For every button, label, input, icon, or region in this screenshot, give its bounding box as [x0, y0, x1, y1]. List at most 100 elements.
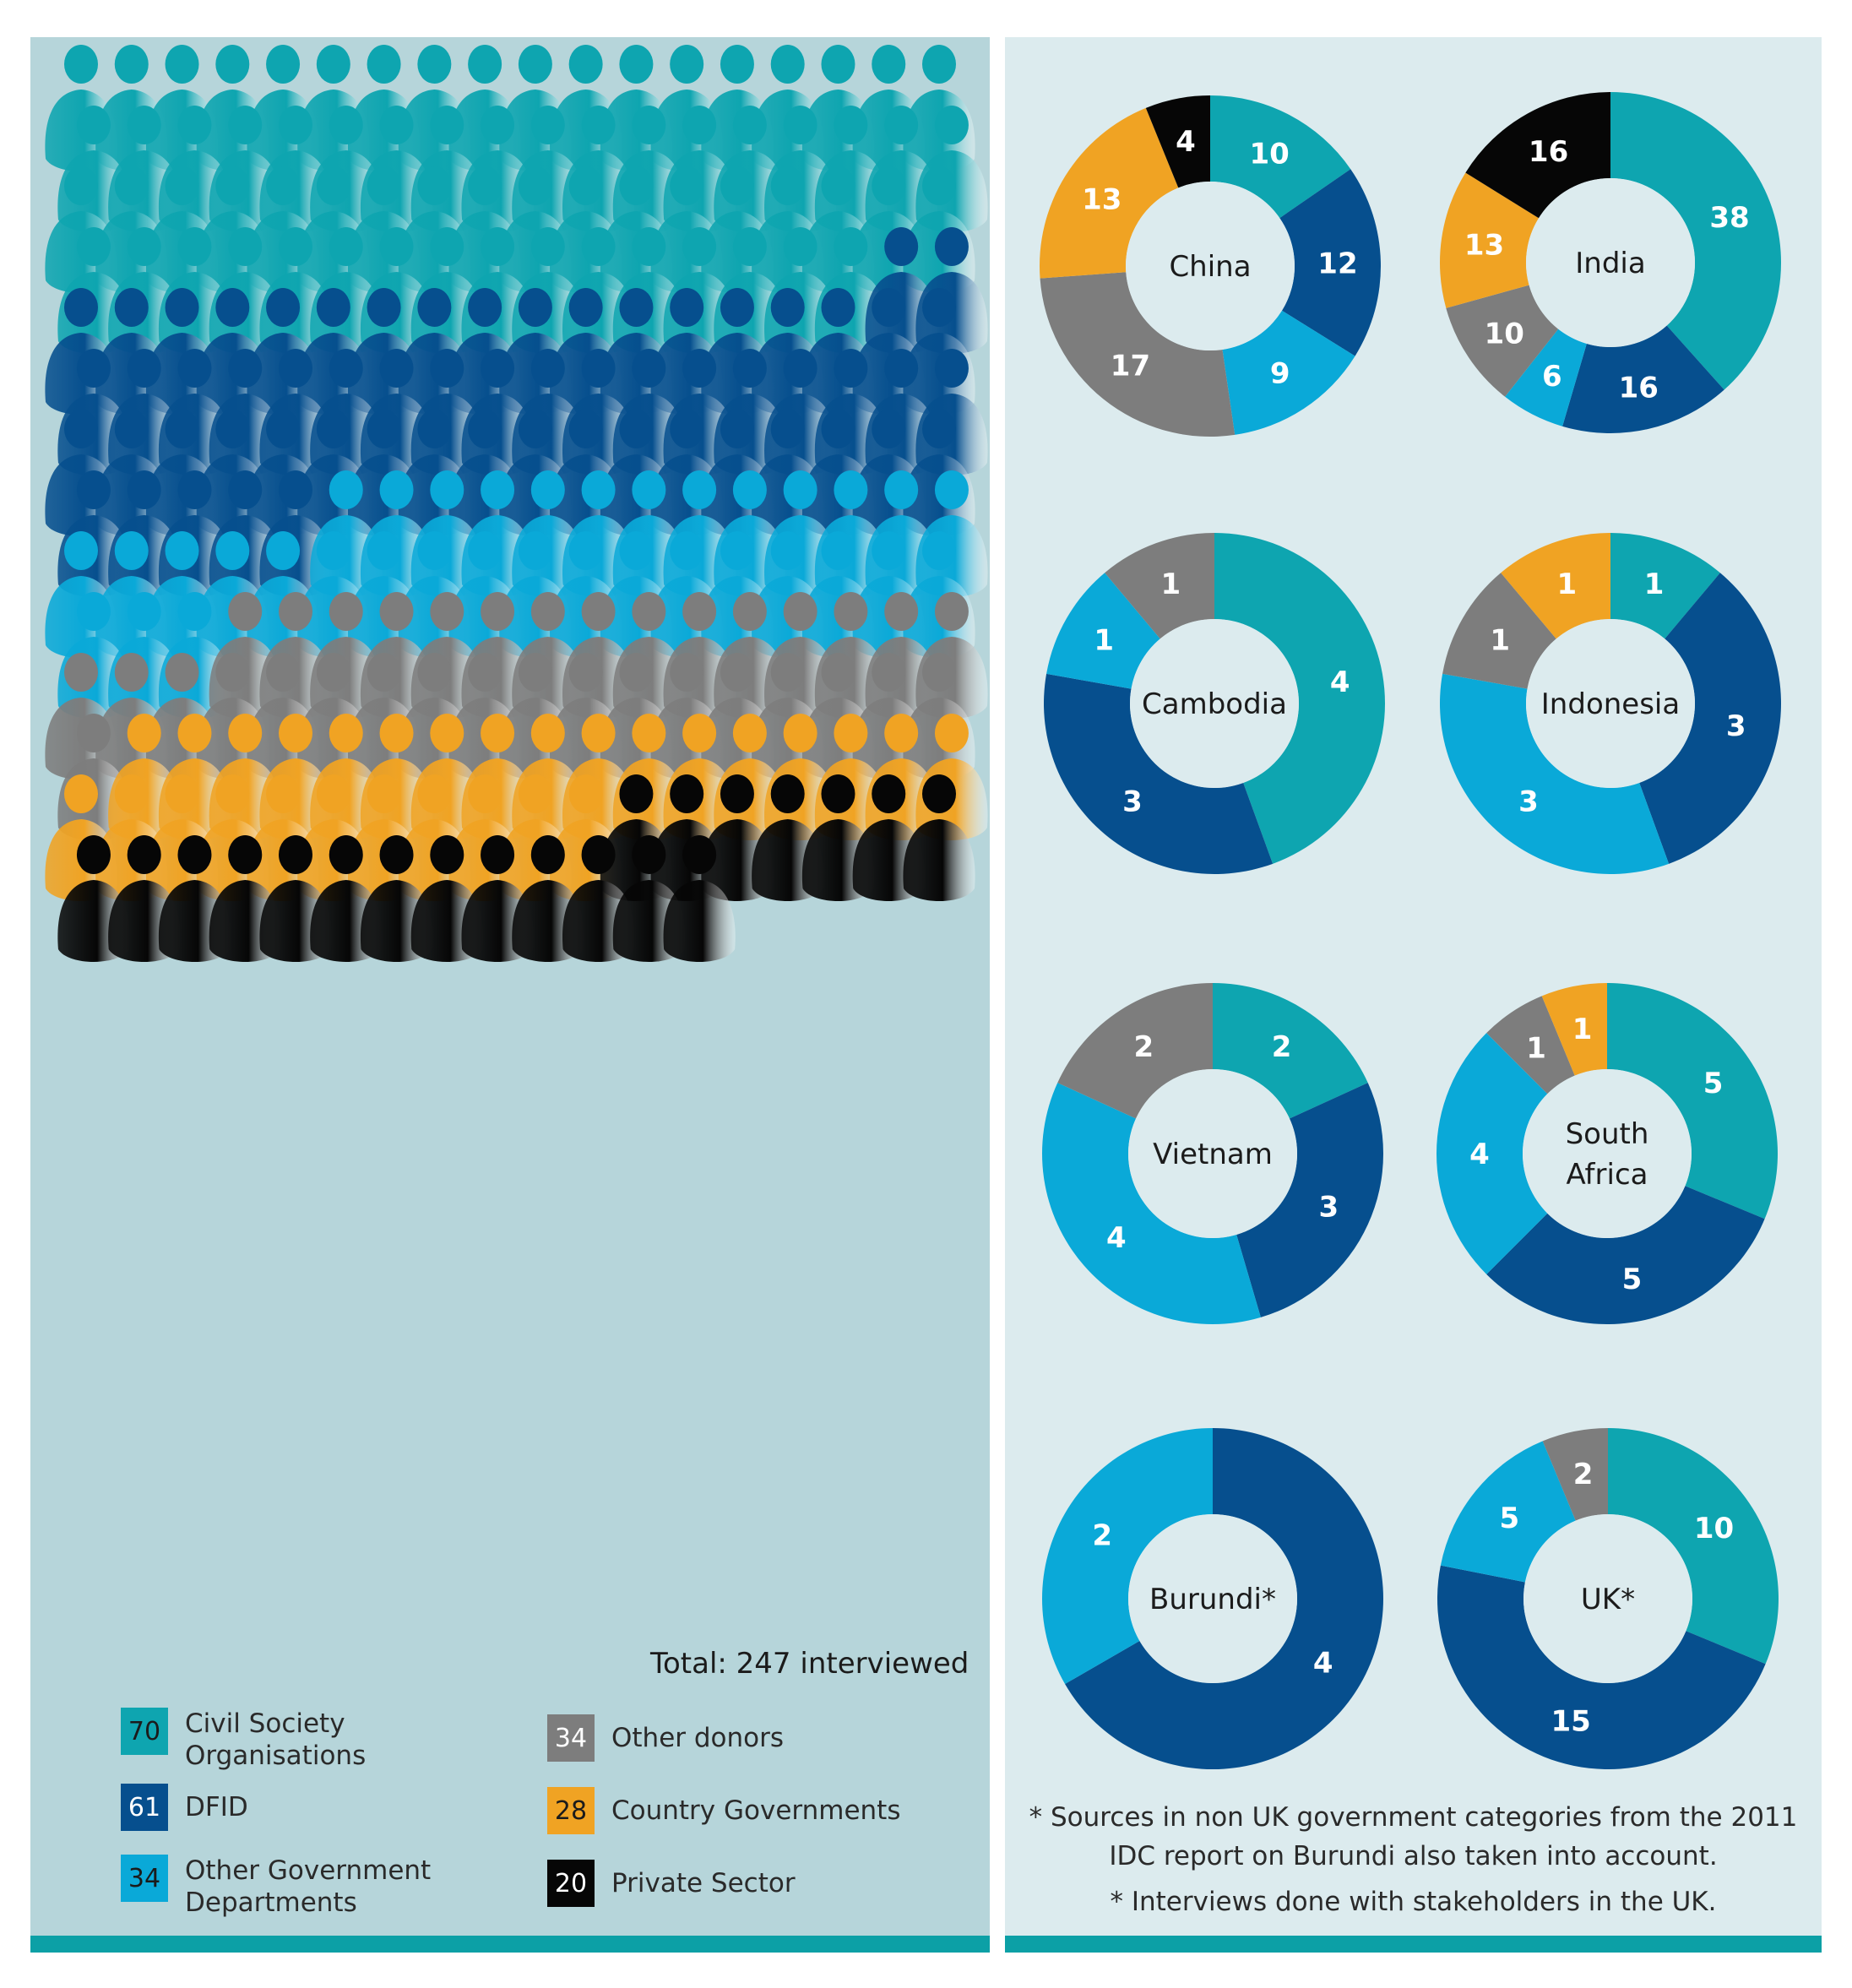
donut-indonesia: 1 3 3 1 1 Indonesia [1440, 533, 1781, 874]
donut-value-label: 5 [1499, 1502, 1519, 1535]
donut-slice [1145, 95, 1210, 188]
donut-uk-: 10 15 5 2 UK* [1437, 1428, 1779, 1770]
legend-item-civil-society: 70 Civil Society Organisations [121, 1708, 438, 1772]
legend-label: DFID [185, 1792, 248, 1822]
donut-slice [1562, 325, 1724, 433]
donut-slice [1446, 285, 1559, 397]
donut-value-label: 5 [1703, 1067, 1724, 1100]
donut-slice [1442, 573, 1556, 689]
legend-label: Private Sector [611, 1868, 796, 1898]
donut-value-label: 4 [1106, 1221, 1127, 1255]
donut-value-label: 4 [1469, 1138, 1490, 1171]
legend-item-dfid: 61 DFID [121, 1784, 438, 1831]
donut-slice [1105, 533, 1214, 639]
donut-title: UK* [1581, 1583, 1635, 1616]
legend-item-other-donors: 34 Other donors [547, 1714, 865, 1762]
donut-slice [1214, 533, 1385, 864]
donut-value-label: 13 [1464, 229, 1504, 263]
donut-slice [1279, 169, 1382, 356]
footnote-line-2: IDC report on Burundi also taken into ac… [1109, 1841, 1718, 1871]
donut-slice [1501, 533, 1610, 639]
donut-value-label: 16 [1529, 135, 1568, 169]
donut-value-label: 5 [1622, 1263, 1643, 1296]
donut-value-label: 4 [1176, 125, 1196, 159]
legend-swatch: 70 [121, 1708, 168, 1755]
donut-south-africa: 5 5 4 11 South Africa [1436, 983, 1778, 1325]
donut-value-label: 12 [1317, 247, 1357, 280]
donut-slice [1608, 1428, 1779, 1665]
donut-slice [1440, 673, 1670, 874]
donut-slice [1465, 92, 1610, 219]
donut-slice [1486, 996, 1575, 1094]
donut-value-label: 1 [1557, 568, 1578, 601]
legend-swatch: 20 [547, 1860, 595, 1907]
total-label: Total: 247 interviewed [650, 1647, 969, 1681]
footnote-line-3: * Interviews done with stakeholders in t… [1110, 1887, 1717, 1917]
donut-vietnam: 2 3 4 2 Vietnam [1042, 983, 1383, 1325]
donut-value-label: 1 [1490, 624, 1510, 658]
donut-slice [1541, 983, 1607, 1076]
donut-value-label: 2 [1573, 1458, 1594, 1491]
donut-slice [1213, 983, 1368, 1119]
donut-india: 38 16 6 10 13 16 India [1440, 92, 1781, 433]
donut-title: China [1169, 250, 1251, 284]
donut-value-label: 15 [1551, 1704, 1591, 1738]
donut-slice [1505, 329, 1587, 426]
donut-title: Vietnam [1153, 1138, 1273, 1171]
legend-swatch: 34 [121, 1855, 168, 1902]
donut-value-label: 1 [1161, 568, 1181, 601]
donut-value-label: 3 [1518, 785, 1539, 819]
donut-value-label: 10 [1694, 1512, 1734, 1545]
donut-slice [1639, 573, 1781, 864]
donut-slice [1044, 673, 1274, 874]
donut-slice [1440, 1441, 1576, 1583]
donut-value-label: 10 [1250, 137, 1290, 171]
donut-slice [1610, 533, 1720, 639]
donut-value-label: 2 [1092, 1519, 1112, 1553]
donut-value-label: 6 [1542, 360, 1562, 394]
donut-slice [1065, 1428, 1383, 1769]
legend-label: Other donors [611, 1723, 785, 1753]
donut-value-label: 9 [1270, 356, 1290, 390]
donut-value-label: 2 [1272, 1030, 1292, 1064]
legend-label: Country Governments [611, 1795, 901, 1826]
legend-label: Civil Society Organisations [185, 1708, 367, 1771]
donut-value-label: 17 [1111, 350, 1150, 383]
legend-swatch: 28 [547, 1787, 595, 1834]
donut-value-label: 4 [1330, 665, 1350, 699]
legend-item-private-sector: 20 Private Sector [547, 1860, 865, 1907]
donut-slice [1039, 107, 1179, 279]
donut-slice [1210, 95, 1351, 219]
legend-swatch: 34 [547, 1714, 595, 1762]
donut-value-label: 1 [1644, 568, 1665, 601]
donut-china: 10 12 9 17 13 4 China [1039, 95, 1382, 437]
donut-value-label: 2 [1134, 1030, 1154, 1064]
donut-slice [1610, 92, 1781, 390]
donut-title: Indonesia [1541, 687, 1680, 721]
donut-slice [1222, 310, 1355, 435]
donut-slice [1040, 272, 1236, 437]
donut-value-label: 4 [1313, 1647, 1333, 1681]
donut-value-label: 10 [1485, 318, 1524, 351]
donut-slice [1607, 983, 1778, 1219]
donut-slice [1057, 983, 1213, 1119]
donut-value-label: 13 [1082, 182, 1122, 216]
donut-title: Burundi* [1149, 1583, 1276, 1616]
donut-title: India [1575, 247, 1645, 280]
legend-swatch: 61 [121, 1784, 168, 1831]
donut-slice [1437, 1565, 1766, 1770]
donut-slice [1236, 1083, 1383, 1317]
donut-title: Cambodia [1142, 687, 1287, 721]
legend-item-other-government: 34 Other Government Departments [121, 1855, 438, 1919]
donut-title: Africa [1567, 1158, 1648, 1192]
donut-value-label: 1 [1094, 624, 1114, 658]
donut-slice [1041, 1428, 1213, 1684]
donut-cambodia: 4 3 1 1 Cambodia [1044, 533, 1385, 874]
donut-value-label: 1 [1526, 1031, 1546, 1065]
donut-slice [1542, 1428, 1608, 1521]
legend-label: Other Government Departments [185, 1855, 432, 1918]
donut-value-label: 3 [1319, 1191, 1339, 1225]
legend-item-country-governments: 28 Country Governments [547, 1787, 932, 1834]
donut-title: South [1566, 1117, 1649, 1151]
